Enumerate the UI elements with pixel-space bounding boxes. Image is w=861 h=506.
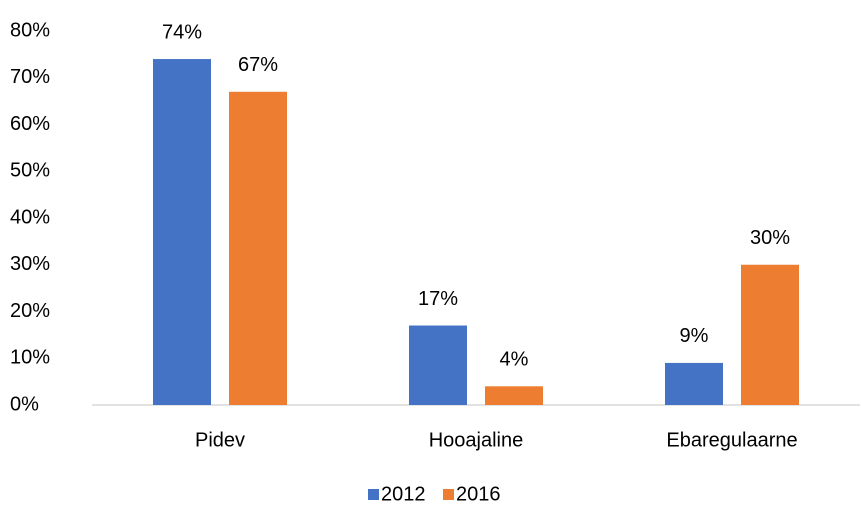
x-tick-label: Pidev bbox=[195, 429, 245, 451]
y-tick-label: 70% bbox=[10, 66, 50, 88]
legend-swatch bbox=[443, 489, 454, 500]
y-tick-label: 50% bbox=[10, 160, 50, 182]
bar bbox=[153, 59, 211, 406]
x-tick-label: Hooajaline bbox=[429, 429, 524, 451]
data-label: 30% bbox=[750, 227, 790, 249]
y-tick-label: 80% bbox=[10, 19, 50, 41]
bar bbox=[741, 264, 799, 405]
bar bbox=[409, 325, 467, 405]
y-tick-label: 30% bbox=[10, 253, 50, 275]
y-tick-label: 40% bbox=[10, 206, 50, 228]
legend-label: 2012 bbox=[381, 483, 426, 505]
y-tick-label: 0% bbox=[10, 393, 39, 415]
x-tick-label: Ebaregulaarne bbox=[666, 429, 797, 451]
bar bbox=[485, 386, 543, 405]
data-label: 17% bbox=[418, 288, 458, 310]
bar bbox=[229, 91, 287, 406]
bar bbox=[665, 362, 723, 405]
data-label: 74% bbox=[162, 21, 202, 43]
y-tick-label: 10% bbox=[10, 347, 50, 369]
y-tick-label: 20% bbox=[10, 300, 50, 322]
legend-label: 2016 bbox=[456, 483, 501, 505]
data-label: 4% bbox=[500, 349, 529, 371]
data-label: 67% bbox=[238, 54, 278, 76]
data-label: 9% bbox=[680, 325, 709, 347]
legend-swatch bbox=[368, 489, 379, 500]
y-tick-label: 60% bbox=[10, 113, 50, 135]
